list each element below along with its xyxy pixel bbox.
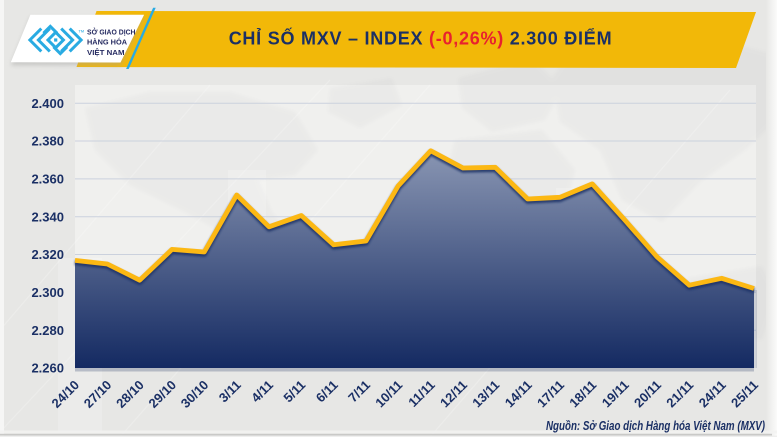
svg-text:2.300: 2.300 xyxy=(31,285,64,300)
svg-text:2.320: 2.320 xyxy=(31,247,64,262)
svg-text:VIỆT NAM: VIỆT NAM xyxy=(87,48,125,57)
svg-text:2.340: 2.340 xyxy=(31,209,64,224)
svg-text:SỞ GIAO DỊCH: SỞ GIAO DỊCH xyxy=(87,27,136,36)
svg-text:2.280: 2.280 xyxy=(31,323,64,338)
svg-text:HÀNG HÓA: HÀNG HÓA xyxy=(87,38,127,47)
svg-text:TM: TM xyxy=(79,29,84,33)
svg-text:Nguồn: Sở Giao dịch Hàng hóa V: Nguồn: Sở Giao dịch Hàng hóa Việt Nam (M… xyxy=(546,418,765,433)
svg-text:2.360: 2.360 xyxy=(31,172,64,187)
svg-text:2.260: 2.260 xyxy=(31,361,64,376)
svg-text:2.380: 2.380 xyxy=(31,134,64,149)
svg-text:CHỈ SỐ MXV – INDEX (-0,26%) 2.: CHỈ SỐ MXV – INDEX (-0,26%) 2.300 ĐIỂM xyxy=(229,28,613,49)
svg-text:2.400: 2.400 xyxy=(31,96,64,111)
